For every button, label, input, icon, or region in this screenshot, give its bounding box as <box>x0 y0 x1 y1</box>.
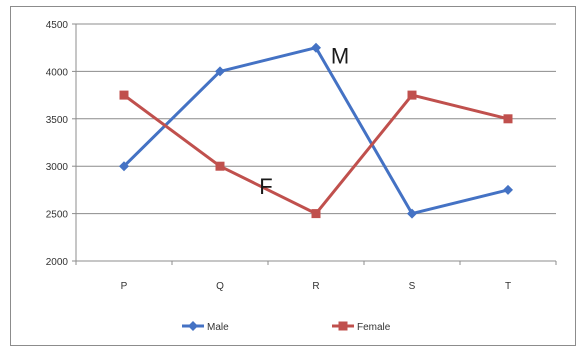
x-tick-label-p: P <box>121 281 128 292</box>
data-point-male-p <box>119 161 129 172</box>
data-point-male-r <box>311 42 321 53</box>
y-tick-label: 3500 <box>46 115 69 126</box>
series-line-female <box>123 93 509 216</box>
legend-label-female: Female <box>357 322 391 333</box>
annotation-f: F <box>259 174 272 199</box>
data-point-female-s <box>407 90 417 100</box>
y-tick-label: 4000 <box>46 67 69 78</box>
chart-frame <box>10 6 576 346</box>
data-point-male-q <box>215 66 225 77</box>
data-point-female-q <box>215 161 225 171</box>
x-tick-label-s: S <box>409 281 416 292</box>
x-tick-label-t: T <box>505 281 511 292</box>
annotation-m: M <box>331 44 349 69</box>
data-point-female-r <box>311 209 321 219</box>
legend-label-male: Male <box>207 322 229 333</box>
data-point-male-t <box>503 184 513 195</box>
data-point-male-s <box>407 208 417 219</box>
data-point-female-t <box>503 114 513 124</box>
legend-marker-male <box>188 321 198 331</box>
y-tick-label: 2000 <box>46 257 69 268</box>
x-tick-label-q: Q <box>216 281 224 292</box>
legend-marker-female <box>338 321 348 331</box>
x-tick-label-r: R <box>312 281 319 292</box>
y-tick-label: 4500 <box>46 20 69 31</box>
y-tick-label: 2500 <box>46 210 69 221</box>
data-point-female-p <box>119 90 129 100</box>
series-line-male <box>122 46 509 216</box>
y-tick-label: 3000 <box>46 162 69 173</box>
